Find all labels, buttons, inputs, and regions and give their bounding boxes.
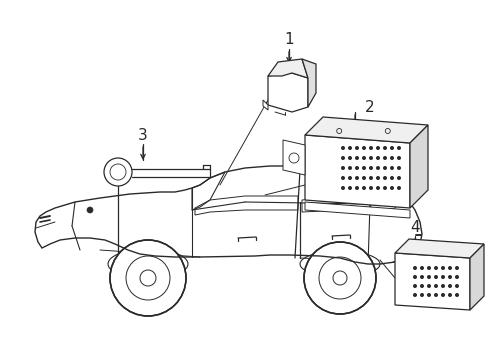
Circle shape [340,146,345,150]
Text: 2: 2 [365,99,374,114]
Circle shape [361,166,365,170]
Circle shape [361,176,365,180]
Circle shape [426,275,430,279]
Circle shape [440,293,444,297]
Circle shape [347,146,351,150]
Circle shape [433,284,437,288]
Circle shape [340,176,345,180]
Circle shape [375,166,379,170]
Polygon shape [263,100,267,110]
Circle shape [454,284,458,288]
Circle shape [368,156,372,160]
Circle shape [354,156,358,160]
Polygon shape [305,202,409,218]
Circle shape [354,176,358,180]
Circle shape [447,293,451,297]
Polygon shape [394,253,469,310]
Circle shape [347,156,351,160]
Circle shape [433,293,437,297]
Circle shape [347,176,351,180]
Circle shape [361,186,365,190]
Polygon shape [302,59,315,107]
Polygon shape [305,117,427,143]
Circle shape [340,186,345,190]
Circle shape [454,266,458,270]
Circle shape [454,293,458,297]
Circle shape [412,293,416,297]
Circle shape [440,266,444,270]
Circle shape [396,176,400,180]
Circle shape [354,146,358,150]
Circle shape [440,284,444,288]
Circle shape [375,146,379,150]
Circle shape [375,186,379,190]
Circle shape [447,284,451,288]
Circle shape [396,166,400,170]
Circle shape [440,275,444,279]
Circle shape [382,186,386,190]
Circle shape [389,166,393,170]
Polygon shape [267,59,307,78]
Circle shape [433,266,437,270]
Circle shape [368,166,372,170]
Circle shape [340,156,345,160]
Circle shape [454,275,458,279]
Circle shape [396,146,400,150]
Circle shape [389,156,393,160]
Circle shape [419,284,423,288]
Circle shape [396,156,400,160]
Polygon shape [469,244,483,310]
Circle shape [382,156,386,160]
Circle shape [104,158,132,186]
Circle shape [389,176,393,180]
Circle shape [354,186,358,190]
Circle shape [389,146,393,150]
Circle shape [347,166,351,170]
Circle shape [389,186,393,190]
Circle shape [447,266,451,270]
Circle shape [382,146,386,150]
Circle shape [354,166,358,170]
Circle shape [412,266,416,270]
Circle shape [419,266,423,270]
Circle shape [426,293,430,297]
Text: 1: 1 [284,32,293,48]
Circle shape [347,186,351,190]
Text: 3: 3 [138,127,147,143]
Circle shape [375,176,379,180]
Circle shape [340,166,345,170]
Circle shape [375,156,379,160]
Circle shape [433,275,437,279]
Circle shape [419,293,423,297]
Circle shape [110,240,185,316]
Circle shape [396,186,400,190]
Circle shape [304,242,375,314]
Polygon shape [35,166,421,264]
Circle shape [361,156,365,160]
Circle shape [426,284,430,288]
Circle shape [368,176,372,180]
Text: 4: 4 [409,220,419,234]
Circle shape [382,166,386,170]
Circle shape [368,186,372,190]
Circle shape [368,146,372,150]
Polygon shape [267,73,307,112]
Polygon shape [409,125,427,208]
Polygon shape [305,135,409,208]
Circle shape [412,284,416,288]
Circle shape [419,275,423,279]
Circle shape [87,207,93,213]
Circle shape [382,176,386,180]
Polygon shape [394,239,483,258]
Circle shape [412,275,416,279]
Circle shape [447,275,451,279]
Circle shape [426,266,430,270]
Polygon shape [283,140,305,175]
Circle shape [361,146,365,150]
